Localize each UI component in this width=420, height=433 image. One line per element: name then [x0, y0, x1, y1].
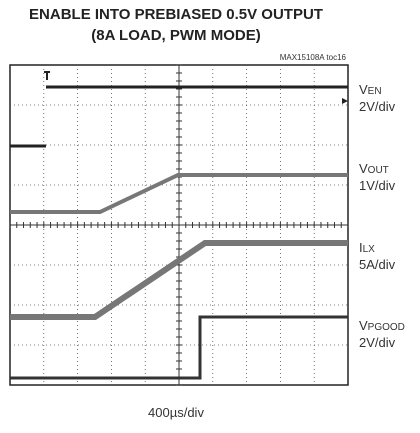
- figure-id: MAX15108A toc16: [280, 53, 347, 62]
- channel-label: VPGOOD: [359, 318, 405, 333]
- vout-trace: [10, 173, 348, 214]
- channel-subscript: EN: [368, 86, 382, 97]
- timebase: 400µs/div: [148, 405, 204, 420]
- channel-label: VOUT: [359, 161, 389, 176]
- trigger-level: [342, 98, 348, 104]
- channel-label: ILX: [359, 240, 375, 255]
- channel-subscript: OUT: [368, 165, 389, 176]
- channel-scale: 2V/div: [359, 335, 396, 350]
- channel-scale: 5A/div: [359, 257, 396, 272]
- channel-scale: 1V/div: [359, 178, 396, 193]
- channel-symbol: V: [359, 82, 368, 97]
- vpgood-trace: [10, 315, 348, 380]
- channel-symbol: V: [359, 161, 368, 176]
- title-line: (8A LOAD, PWM MODE): [91, 27, 260, 44]
- trigger-marker: [44, 71, 50, 80]
- title-line: ENABLE INTO PREBIASED 0.5V OUTPUT: [29, 6, 323, 23]
- channel-subscript: LX: [363, 244, 376, 255]
- channel-symbol: V: [359, 318, 368, 333]
- channel-symbol: I: [359, 240, 363, 255]
- channel-label: VEN: [359, 82, 382, 97]
- ilx-trace: [10, 240, 348, 320]
- channel-scale: 2V/div: [359, 99, 396, 114]
- graticule: [9, 64, 349, 386]
- channel-subscript: PGOOD: [368, 322, 405, 333]
- traces: [10, 71, 348, 380]
